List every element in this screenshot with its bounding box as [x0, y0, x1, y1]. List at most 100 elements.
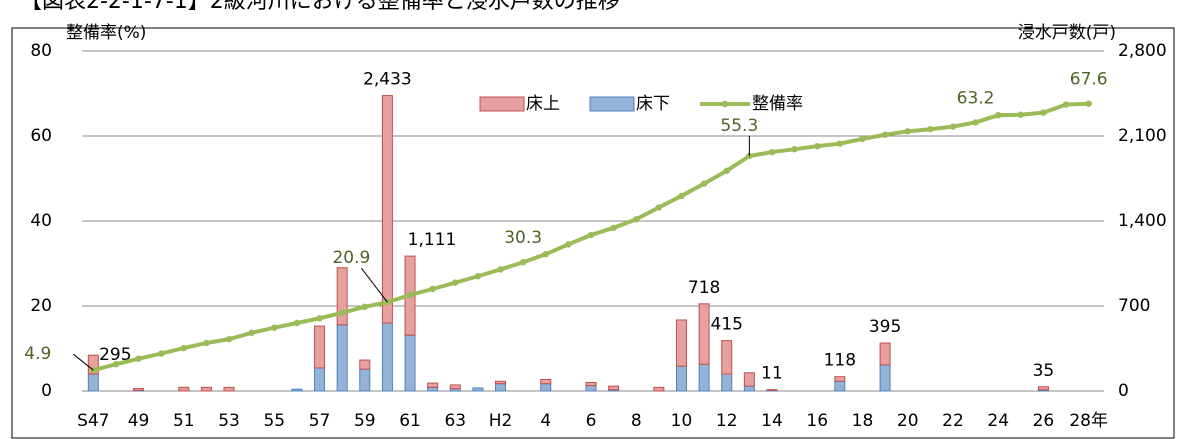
line-marker	[361, 303, 368, 311]
x-tick-label: 14	[761, 411, 783, 431]
line-marker	[429, 285, 436, 293]
total-label: 718	[688, 278, 720, 298]
bar-segment	[87, 354, 99, 375]
total-label: 1,111	[408, 230, 457, 250]
bar-segment	[743, 385, 755, 392]
total-label: 395	[869, 317, 901, 337]
leader-line	[361, 267, 388, 303]
bar-segment	[336, 324, 348, 392]
bar-segment	[675, 365, 687, 392]
x-tick-label: 57	[309, 411, 331, 431]
line-data-label: 4.9	[24, 344, 51, 364]
bar-segment	[608, 385, 620, 391]
x-tick-label: 6	[586, 411, 597, 431]
line-marker	[972, 119, 979, 126]
total-label: 35	[1033, 361, 1055, 381]
frame	[11, 27, 1175, 439]
y2-tick-label: 0	[1118, 381, 1129, 401]
line-marker	[474, 273, 482, 280]
line-marker	[995, 111, 1002, 119]
line-marker	[633, 216, 640, 223]
total-label: 295	[99, 345, 131, 365]
bar-segment	[585, 385, 597, 392]
line-marker	[1085, 100, 1092, 107]
line-marker	[293, 319, 301, 327]
bar-segment	[359, 368, 371, 392]
legend-label: 整備率	[752, 94, 803, 114]
y2-tick-label: 2,100	[1118, 126, 1167, 146]
bar-segment	[404, 334, 416, 392]
line-data-label: 30.3	[504, 228, 542, 248]
y-axis-label: 整備率(%)	[66, 23, 146, 43]
line-marker	[1062, 101, 1070, 108]
bar-segment	[698, 303, 710, 365]
x-tick-label: 22	[942, 411, 964, 431]
line-marker	[112, 361, 120, 368]
y-tick-label: 0	[41, 381, 52, 401]
line-marker	[949, 123, 957, 130]
x-tick-label: 10	[671, 411, 693, 431]
line-marker	[859, 135, 866, 143]
x-tick-label: 24	[987, 411, 1009, 431]
line-marker	[791, 145, 798, 153]
line-marker	[655, 204, 663, 211]
x-tick-label: 26	[1033, 411, 1055, 431]
bar-segment	[449, 384, 461, 390]
chart-title: 【図表2-2-1-7-1】2級河川における整備率と浸水戸数の推移	[20, 0, 620, 14]
bar-segment	[585, 382, 597, 387]
bar-segment	[87, 373, 99, 392]
legend-swatch	[589, 96, 635, 112]
line-marker	[135, 355, 142, 362]
line-marker	[678, 192, 685, 200]
line-marker	[248, 329, 255, 336]
bar-segment	[721, 340, 733, 375]
line-marker	[542, 250, 549, 258]
legend-swatch	[479, 96, 525, 112]
y-tick-label: 20	[30, 296, 52, 316]
x-tick-label: 8	[631, 411, 642, 431]
bar-segment	[540, 383, 552, 392]
line-marker	[180, 344, 187, 352]
line-marker	[338, 309, 346, 316]
bar-segment	[675, 319, 687, 367]
legend-label: 床下	[636, 94, 670, 114]
y2-tick-label: 1,400	[1118, 211, 1167, 231]
bar-segment	[133, 388, 145, 391]
x-tick-label: H2	[489, 411, 513, 431]
line-marker	[157, 350, 165, 357]
y2-axis-label: 浸水戸数(戸)	[1018, 23, 1116, 43]
total-label: 2,433	[363, 70, 412, 90]
line-marker	[565, 241, 572, 248]
x-tick-label: 20	[897, 411, 919, 431]
bar-segment	[427, 382, 439, 388]
line-marker	[881, 131, 889, 138]
line-marker	[497, 266, 504, 273]
y2-tick-label: 2,800	[1118, 41, 1167, 61]
legend-label: 床上	[526, 94, 560, 114]
x-tick-label: 63	[444, 411, 466, 431]
bar-segment	[834, 376, 846, 382]
bar-segment	[653, 386, 665, 392]
line-marker	[927, 126, 934, 133]
x-tick-label: 51	[173, 411, 195, 431]
bar-segment	[879, 342, 891, 366]
x-tick-label: 28年	[1069, 411, 1108, 431]
line-data-label: 63.2	[957, 88, 995, 108]
line-marker	[519, 259, 527, 266]
total-label: 415	[711, 315, 743, 335]
x-tick-label: 53	[218, 411, 240, 431]
bar-segment	[743, 372, 755, 387]
x-tick-label: 18	[852, 411, 874, 431]
bar-segment	[314, 325, 326, 369]
bar-segment	[359, 359, 371, 370]
bar-segment	[178, 386, 190, 392]
line-marker	[814, 143, 821, 150]
y-tick-label: 80	[30, 41, 52, 61]
x-tick-label: 16	[806, 411, 828, 431]
line-marker	[203, 339, 210, 347]
bar-segment	[472, 387, 484, 392]
bar-segment	[291, 388, 303, 392]
bar-segment	[200, 386, 212, 392]
bar-segment	[427, 386, 439, 392]
